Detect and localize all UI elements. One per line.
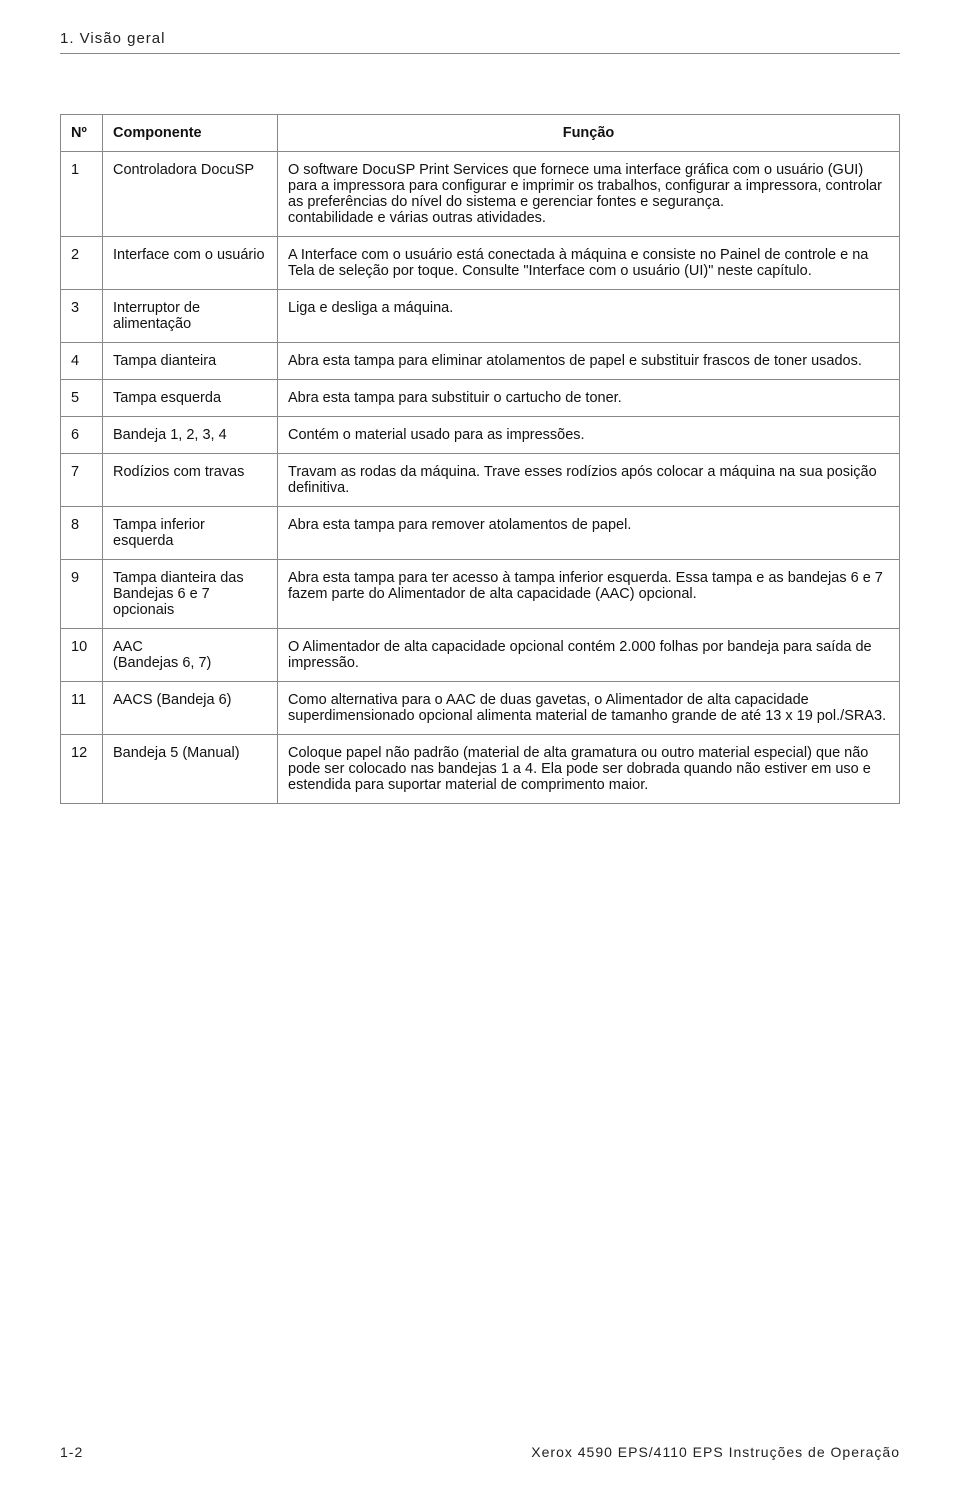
page-footer: 1-2 Xerox 4590 EPS/4110 EPS Instruções d… — [60, 1444, 900, 1460]
table-row: 6Bandeja 1, 2, 3, 4Contém o material usa… — [61, 417, 900, 454]
cell-function: O software DocuSP Print Services que for… — [278, 152, 900, 237]
cell-component: Bandeja 1, 2, 3, 4 — [103, 417, 278, 454]
cell-function: Abra esta tampa para ter acesso à tampa … — [278, 560, 900, 629]
col-header-function: Função — [278, 115, 900, 152]
cell-component: Rodízios com travas — [103, 454, 278, 507]
cell-component: Interruptor de alimentação — [103, 290, 278, 343]
cell-function: Como alternativa para o AAC de duas gave… — [278, 682, 900, 735]
cell-function: Coloque papel não padrão (material de al… — [278, 735, 900, 804]
cell-component: Interface com o usuário — [103, 237, 278, 290]
cell-function: Abra esta tampa para eliminar atolamento… — [278, 343, 900, 380]
col-header-num: Nº — [61, 115, 103, 152]
components-table: Nº Componente Função 1Controladora DocuS… — [60, 114, 900, 804]
table-row: 10AAC (Bandejas 6, 7)O Alimentador de al… — [61, 629, 900, 682]
table-row: 12Bandeja 5 (Manual)Coloque papel não pa… — [61, 735, 900, 804]
cell-num: 5 — [61, 380, 103, 417]
cell-function: Contém o material usado para as impressõ… — [278, 417, 900, 454]
cell-component: AAC (Bandejas 6, 7) — [103, 629, 278, 682]
table-row: 2Interface com o usuárioA Interface com … — [61, 237, 900, 290]
cell-num: 6 — [61, 417, 103, 454]
cell-num: 4 — [61, 343, 103, 380]
table-row: 8Tampa inferior esquerdaAbra esta tampa … — [61, 507, 900, 560]
cell-num: 7 — [61, 454, 103, 507]
cell-component: Controladora DocuSP — [103, 152, 278, 237]
table-row: 1Controladora DocuSPO software DocuSP Pr… — [61, 152, 900, 237]
page-header: 1. Visão geral — [60, 30, 900, 54]
header-title: 1. Visão geral — [60, 30, 165, 47]
cell-component: AACS (Bandeja 6) — [103, 682, 278, 735]
cell-num: 3 — [61, 290, 103, 343]
cell-num: 10 — [61, 629, 103, 682]
footer-doc-title: Xerox 4590 EPS/4110 EPS Instruções de Op… — [531, 1444, 900, 1460]
footer-page-number: 1-2 — [60, 1444, 83, 1460]
cell-component: Tampa dianteira — [103, 343, 278, 380]
cell-num: 8 — [61, 507, 103, 560]
table-row: 4Tampa dianteiraAbra esta tampa para eli… — [61, 343, 900, 380]
cell-num: 2 — [61, 237, 103, 290]
cell-component: Tampa inferior esquerda — [103, 507, 278, 560]
cell-function: Liga e desliga a máquina. — [278, 290, 900, 343]
table-row: 3Interruptor de alimentaçãoLiga e deslig… — [61, 290, 900, 343]
cell-component: Tampa dianteira das Bandejas 6 e 7 opcio… — [103, 560, 278, 629]
cell-function: Abra esta tampa para substituir o cartuc… — [278, 380, 900, 417]
table-row: 7Rodízios com travasTravam as rodas da m… — [61, 454, 900, 507]
col-header-component: Componente — [103, 115, 278, 152]
cell-num: 9 — [61, 560, 103, 629]
cell-function: Abra esta tampa para remover atolamentos… — [278, 507, 900, 560]
cell-component: Tampa esquerda — [103, 380, 278, 417]
page-container: 1. Visão geral Nº Componente Função 1Con… — [0, 0, 960, 1490]
cell-num: 11 — [61, 682, 103, 735]
cell-component: Bandeja 5 (Manual) — [103, 735, 278, 804]
cell-function: A Interface com o usuário está conectada… — [278, 237, 900, 290]
cell-function: O Alimentador de alta capacidade opciona… — [278, 629, 900, 682]
table-row: 9Tampa dianteira das Bandejas 6 e 7 opci… — [61, 560, 900, 629]
table-header-row: Nº Componente Função — [61, 115, 900, 152]
cell-num: 1 — [61, 152, 103, 237]
table-row: 5Tampa esquerdaAbra esta tampa para subs… — [61, 380, 900, 417]
cell-num: 12 — [61, 735, 103, 804]
table-row: 11AACS (Bandeja 6)Como alternativa para … — [61, 682, 900, 735]
cell-function: Travam as rodas da máquina. Trave esses … — [278, 454, 900, 507]
